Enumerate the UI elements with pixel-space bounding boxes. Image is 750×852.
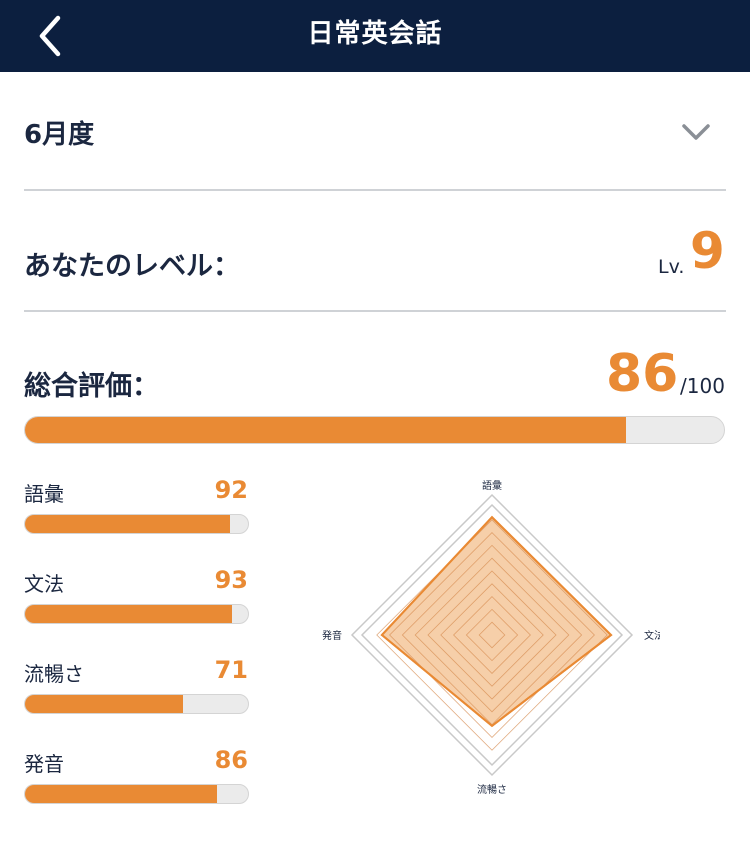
overall-max: /100	[680, 374, 725, 398]
back-button[interactable]	[26, 8, 82, 64]
skill-bar-fill	[25, 605, 233, 623]
skill-bar-fill	[25, 785, 217, 803]
overall-progress-fill	[25, 417, 627, 443]
skill-bar-fill	[25, 515, 231, 533]
radar-axis-label: 文法	[644, 629, 660, 642]
skill-score-grammar: 93	[214, 566, 248, 594]
app-header: 日常英会話	[0, 0, 750, 72]
radar-grid-ring	[414, 557, 570, 713]
level-label: あなたのレベル：	[24, 251, 240, 282]
skill-bar-fill	[25, 695, 184, 713]
radar-grid-ring	[453, 596, 531, 674]
page-title: 日常英会話	[307, 19, 443, 49]
radar-axis-label: 発音	[322, 629, 342, 642]
month-selector[interactable]: 6月度	[24, 96, 726, 168]
divider	[24, 189, 726, 191]
divider	[24, 310, 726, 312]
overall-score: 86	[606, 344, 679, 404]
radar-grid-ring	[440, 583, 544, 687]
level-prefix: Lv.	[658, 256, 685, 278]
skill-bar-fluency	[24, 694, 249, 714]
skill-bar-vocabulary	[24, 514, 249, 534]
chevron-left-icon	[39, 15, 61, 57]
radar-grid-ring	[427, 570, 557, 700]
skill-label-fluency: 流暢さ	[24, 662, 84, 686]
radar-axis-label: 流暢さ	[477, 783, 507, 796]
skill-score-fluency: 71	[214, 656, 248, 684]
month-label: 6月度	[24, 120, 95, 150]
radar-frame	[360, 503, 624, 767]
skill-bar-pronunciation	[24, 784, 249, 804]
skill-bar-grammar	[24, 604, 249, 624]
chevron-down-icon	[682, 124, 710, 140]
radar-grid-ring	[478, 621, 506, 649]
radar-grid-ring	[376, 519, 608, 751]
skill-label-pronunciation: 発音	[24, 752, 64, 776]
radar-data-outline	[380, 515, 613, 728]
radar-grid-ring	[389, 532, 595, 738]
level-value: 9	[690, 222, 725, 280]
skill-label-grammar: 文法	[24, 572, 64, 596]
radar-frame	[350, 493, 634, 777]
radar-axis-label: 語彙	[482, 479, 502, 492]
overall-progress-bar	[24, 416, 725, 444]
radar-grid-ring	[465, 608, 519, 662]
skill-score-pronunciation: 86	[214, 746, 248, 774]
skill-score-vocabulary: 92	[214, 476, 248, 504]
skill-label-vocabulary: 語彙	[24, 482, 64, 506]
overall-label: 総合評価：	[24, 371, 159, 402]
